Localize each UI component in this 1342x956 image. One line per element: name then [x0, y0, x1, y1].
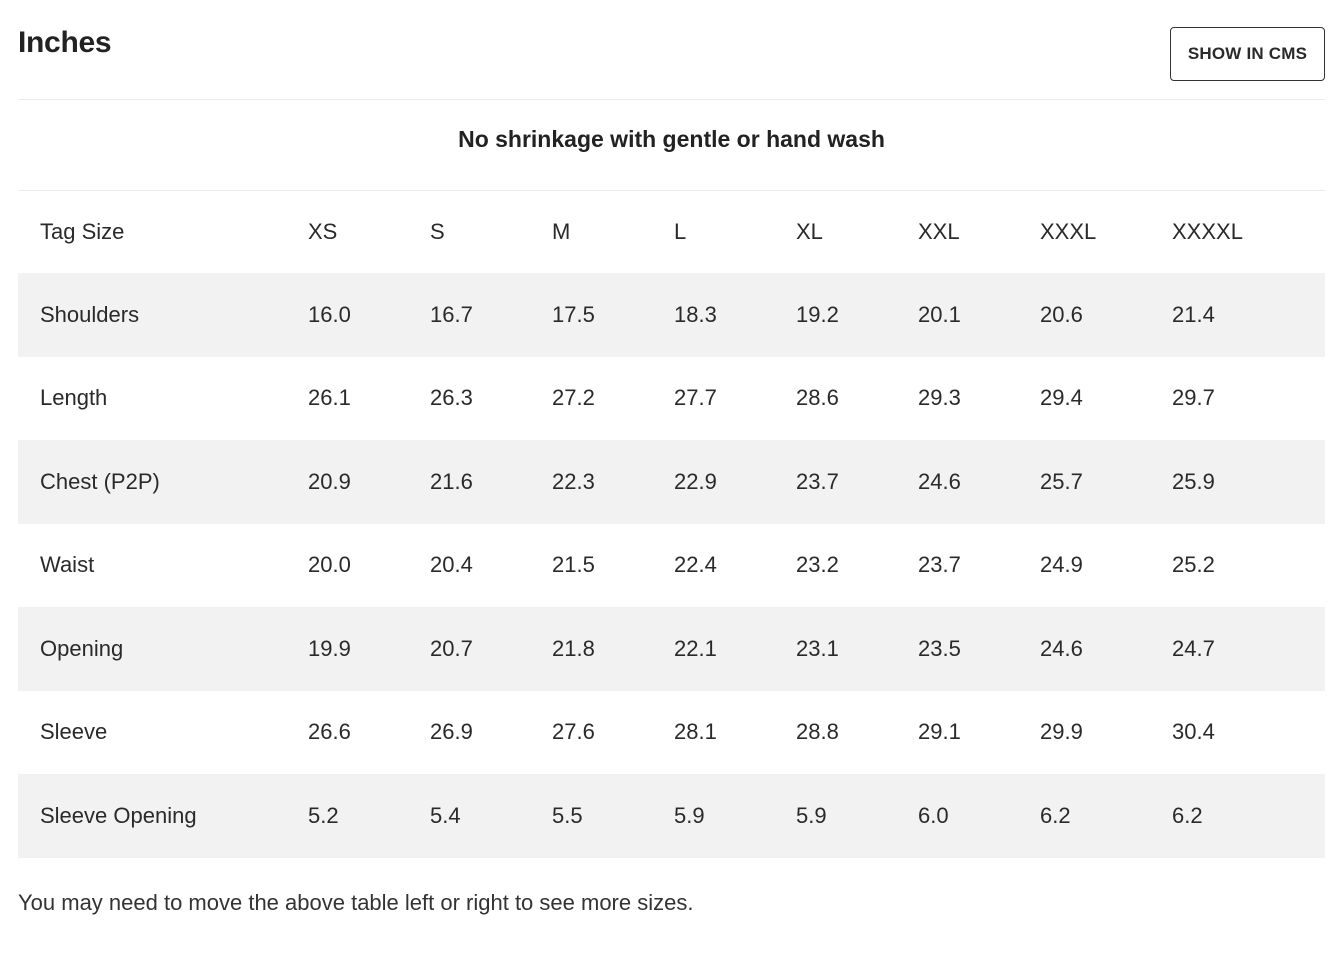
table-row: Sleeve Opening 5.2 5.4 5.5 5.9 5.9 6.0 6.2 6.2: [18, 774, 1325, 858]
measurement-value: 21.8: [552, 635, 595, 661]
size-header-s: S: [430, 219, 445, 244]
measurement-value: 25.2: [1172, 552, 1215, 578]
table-row: Opening 19.9 20.7 21.8 22.1 23.1 23.5 24.6 24.7: [18, 607, 1325, 691]
measurement-value: 26.6: [308, 719, 351, 745]
measurement-value: 30.4: [1172, 719, 1215, 745]
measurement-value: 6.0: [918, 802, 949, 828]
measurement-value: 21.4: [1172, 301, 1215, 327]
measurement-label: Opening: [40, 635, 124, 661]
measurement-value: 21.5: [552, 552, 595, 578]
size-header-m: M: [552, 219, 571, 244]
measurement-value: 28.1: [674, 719, 717, 745]
measurement-value: 5.9: [674, 802, 705, 828]
size-header-xs: XS: [308, 219, 338, 244]
measurement-value: 25.9: [1172, 468, 1215, 494]
measurement-value: 24.6: [918, 468, 961, 494]
measurement-value: 23.2: [796, 552, 839, 578]
measurement-value: 27.2: [552, 385, 595, 411]
measurement-label: Waist: [40, 552, 95, 578]
tag-size-label: Tag Size: [40, 219, 125, 244]
measurement-value: 29.1: [918, 719, 961, 745]
measurement-value: 19.2: [796, 301, 839, 327]
measurement-label: Sleeve: [40, 719, 108, 745]
measurement-value: 20.1: [918, 301, 961, 327]
measurement-value: 18.3: [674, 301, 717, 327]
measurement-value: 5.5: [552, 802, 583, 828]
measurement-value: 29.7: [1172, 385, 1215, 411]
measurement-label: Length: [40, 385, 108, 411]
measurement-value: 24.9: [1040, 552, 1083, 578]
measurement-value: 22.1: [674, 635, 717, 661]
size-header-xxl: XXL: [918, 219, 960, 244]
unit-title: Inches: [18, 26, 112, 59]
show-in-cms-button[interactable]: SHOW IN CMS: [1170, 27, 1325, 81]
measurement-value: 19.9: [308, 635, 351, 661]
measurement-value: 24.7: [1172, 635, 1215, 661]
measurement-value: 16.0: [308, 301, 351, 327]
measurement-value: 22.3: [552, 468, 595, 494]
measurement-value: 24.6: [1040, 635, 1083, 661]
measurement-value: 26.1: [308, 385, 351, 411]
measurement-value: 28.8: [796, 719, 839, 745]
measurement-value: 28.6: [796, 385, 839, 411]
size-header-row: Tag Size XS S M L XL XXL XXXL XXXXL: [18, 191, 1325, 273]
measurement-value: 23.1: [796, 635, 839, 661]
measurement-value: 23.7: [796, 468, 839, 494]
measurement-value: 29.9: [1040, 719, 1083, 745]
measurement-value: 23.5: [918, 635, 961, 661]
care-note: No shrinkage with gentle or hand wash: [458, 125, 885, 152]
measurement-value: 6.2: [1172, 802, 1203, 828]
measurement-value: 16.7: [430, 301, 473, 327]
measurement-value: 26.3: [430, 385, 473, 411]
measurement-value: 22.9: [674, 468, 717, 494]
measurement-value: 5.4: [430, 802, 461, 828]
measurement-value: 20.4: [430, 552, 473, 578]
measurement-value: 17.5: [552, 301, 595, 327]
measurement-value: 29.3: [918, 385, 961, 411]
table-row: Waist 20.0 20.4 21.5 22.4 23.2 23.7 24.9 25.2: [18, 523, 1325, 607]
measurement-value: 23.7: [918, 552, 961, 578]
measurement-label: Chest (P2P): [40, 468, 160, 494]
table-row: Sleeve 26.6 26.9 27.6 28.1 28.8 29.1 29.9 30.4: [18, 690, 1325, 774]
measurement-value: 29.4: [1040, 385, 1083, 411]
size-header-xxxxl: XXXXL: [1172, 219, 1243, 244]
measurement-value: 22.4: [674, 552, 717, 578]
measurement-value: 20.9: [308, 468, 351, 494]
size-table-body: Shoulders 16.0 16.7 17.5 18.3 19.2 20.1 20.6 21.…: [18, 273, 1325, 858]
measurement-value: 5.2: [308, 802, 339, 828]
table-row: Shoulders 16.0 16.7 17.5 18.3 19.2 20.1 20.6 21.…: [18, 273, 1325, 357]
measurement-value: 21.6: [430, 468, 473, 494]
measurement-value: 20.6: [1040, 301, 1083, 327]
measurement-value: 20.0: [308, 552, 351, 578]
measurement-value: 25.7: [1040, 468, 1083, 494]
measurement-value: 20.7: [430, 635, 473, 661]
measurement-value: 26.9: [430, 719, 473, 745]
measurement-value: 5.9: [796, 802, 827, 828]
measurement-value: 27.6: [552, 719, 595, 745]
size-header-xxxl: XXXL: [1040, 219, 1097, 244]
table-row: Length 26.1 26.3 27.2 27.7 28.6 29.3 29.4 29.7: [18, 356, 1325, 440]
size-header-xl: XL: [796, 219, 823, 244]
scroll-hint: You may need to move the above table lef…: [18, 890, 694, 915]
care-note-row: No shrinkage with gentle or hand wash: [18, 100, 1325, 191]
table-row: Chest (P2P) 20.9 21.6 22.3 22.9 23.7 24.6 25.7 2…: [18, 440, 1325, 524]
measurement-value: 27.7: [674, 385, 717, 411]
measurement-label: Shoulders: [40, 301, 140, 327]
measurement-value: 6.2: [1040, 802, 1071, 828]
measurement-label: Sleeve Opening: [40, 802, 197, 828]
size-header-l: L: [674, 219, 687, 244]
size-table[interactable]: Tag Size XS S M L XL XXL XXXL XXXXL Shou…: [18, 191, 1325, 858]
size-chart-header: Inches SHOW IN CMS: [18, 0, 1325, 100]
